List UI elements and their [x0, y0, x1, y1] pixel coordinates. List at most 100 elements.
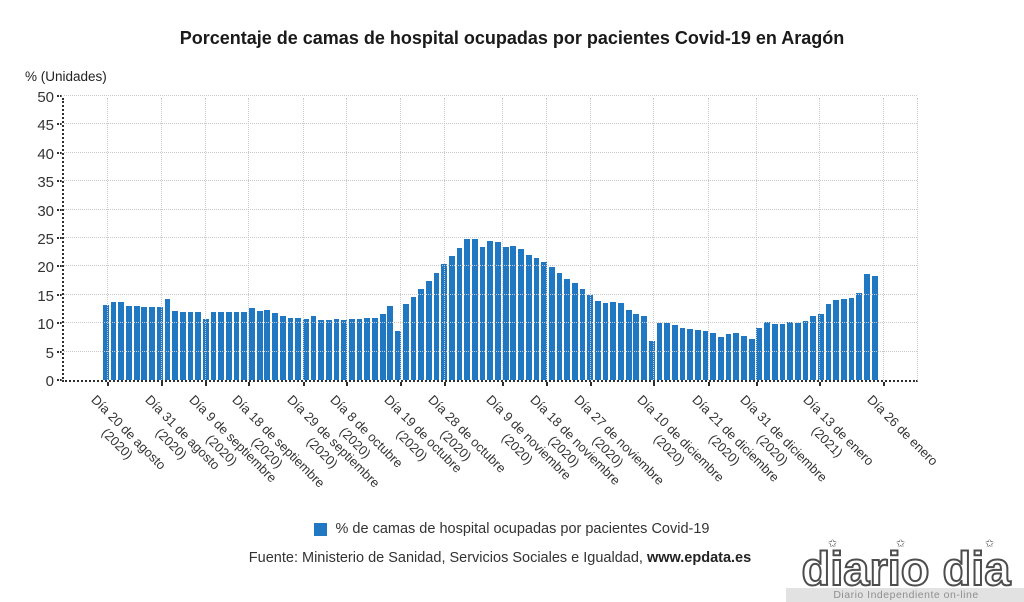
gridline-horizontal	[64, 123, 917, 125]
y-axis-tick	[57, 350, 62, 353]
bar	[856, 293, 863, 380]
y-tick-label: 30	[37, 202, 54, 220]
bar	[402, 303, 409, 380]
bar	[349, 318, 355, 380]
y-axis-tick	[57, 95, 62, 97]
bar	[502, 246, 509, 380]
y-axis-unit-label: % (Unidades)	[25, 69, 107, 84]
y-axis-tick	[57, 322, 62, 325]
bar	[779, 324, 786, 380]
gridline-horizontal	[64, 95, 917, 96]
bar	[571, 283, 578, 380]
bar	[302, 318, 309, 380]
bar	[156, 307, 163, 380]
source-text: Fuente: Ministerio de Sanidad, Servicios…	[248, 550, 647, 566]
bar	[372, 317, 378, 380]
source-line: Fuente: Ministerio de Sanidad, Servicios…	[0, 550, 1000, 566]
bar	[295, 317, 301, 380]
bar	[771, 323, 778, 380]
bar	[126, 305, 132, 380]
bar	[110, 302, 117, 380]
chart-title: Porcentaje de camas de hospital ocupadas…	[179, 28, 845, 48]
bar	[694, 330, 701, 380]
diario-dia-logo: diario dia	[801, 542, 1012, 595]
bar	[118, 301, 125, 380]
bar	[871, 275, 878, 380]
bar	[756, 328, 763, 380]
x-axis-tick	[248, 382, 251, 386]
bar	[395, 330, 401, 380]
bar	[287, 317, 294, 380]
x-axis-tick	[107, 382, 109, 386]
legend-swatch-icon	[314, 522, 328, 536]
gridline-vertical	[546, 98, 548, 380]
bar	[495, 242, 501, 380]
bar	[310, 315, 317, 380]
bar	[733, 333, 740, 380]
y-tick-label: 50	[37, 89, 54, 106]
bar	[141, 306, 148, 380]
star-icon: ✩	[828, 538, 838, 550]
x-axis-tick	[399, 382, 402, 386]
bar	[864, 273, 870, 380]
bar	[679, 328, 686, 380]
bar	[802, 320, 809, 380]
bar	[610, 301, 617, 380]
bar	[579, 288, 586, 380]
bar	[172, 311, 178, 380]
bar	[187, 312, 194, 380]
bar	[202, 318, 209, 380]
bar	[556, 272, 563, 380]
bar	[448, 256, 455, 380]
y-axis-tick	[57, 237, 62, 239]
bar	[625, 309, 632, 380]
y-axis-tick	[57, 265, 62, 268]
gridline-horizontal	[64, 350, 917, 352]
source-website: www.epdata.es	[646, 550, 752, 566]
x-axis-tick	[819, 382, 822, 386]
x-axis-tick	[501, 382, 504, 386]
y-tick-label: 25	[37, 231, 54, 248]
bar	[433, 272, 440, 380]
gridline-vertical	[707, 98, 709, 380]
x-axis-tick-labels: Día 20 de agosto (2020) Día 31 de agosto (2…	[62, 382, 941, 512]
y-tick-label: 10	[37, 316, 54, 334]
bar	[702, 331, 709, 380]
bar	[410, 296, 417, 380]
gridline-vertical	[883, 98, 884, 380]
star-icon: ✩	[985, 538, 995, 550]
legend-label: % de camas de hospital ocupadas por paci…	[335, 521, 710, 537]
bar	[103, 304, 109, 380]
gridline-horizontal	[64, 208, 917, 210]
gridline-horizontal	[64, 151, 917, 153]
plot-area	[57, 95, 918, 386]
gridline-vertical	[302, 98, 304, 380]
bar	[587, 294, 594, 380]
bar	[356, 319, 363, 380]
y-axis-tick	[57, 208, 62, 211]
x-axis-tick	[160, 382, 163, 386]
gridline-vertical	[653, 98, 655, 380]
bar	[325, 320, 332, 380]
gridline-vertical	[160, 98, 162, 380]
bar	[687, 328, 694, 380]
bar	[364, 318, 371, 380]
x-axis-tick	[443, 382, 446, 386]
y-axis-tick	[57, 293, 62, 296]
bar	[564, 278, 571, 380]
y-tick-label: 40	[37, 145, 54, 163]
gridline-vertical	[204, 98, 206, 380]
x-axis-tick	[546, 382, 549, 386]
bar	[195, 312, 202, 380]
bar	[518, 248, 524, 380]
bar	[479, 247, 486, 380]
bar	[671, 324, 678, 380]
bar	[725, 334, 732, 380]
gridline-vertical	[755, 98, 757, 380]
bar	[387, 306, 394, 380]
bar	[741, 335, 747, 380]
bar	[833, 299, 840, 380]
gridline-horizontal	[64, 180, 917, 182]
bar	[256, 311, 263, 380]
y-tick-label: 35	[37, 174, 54, 192]
